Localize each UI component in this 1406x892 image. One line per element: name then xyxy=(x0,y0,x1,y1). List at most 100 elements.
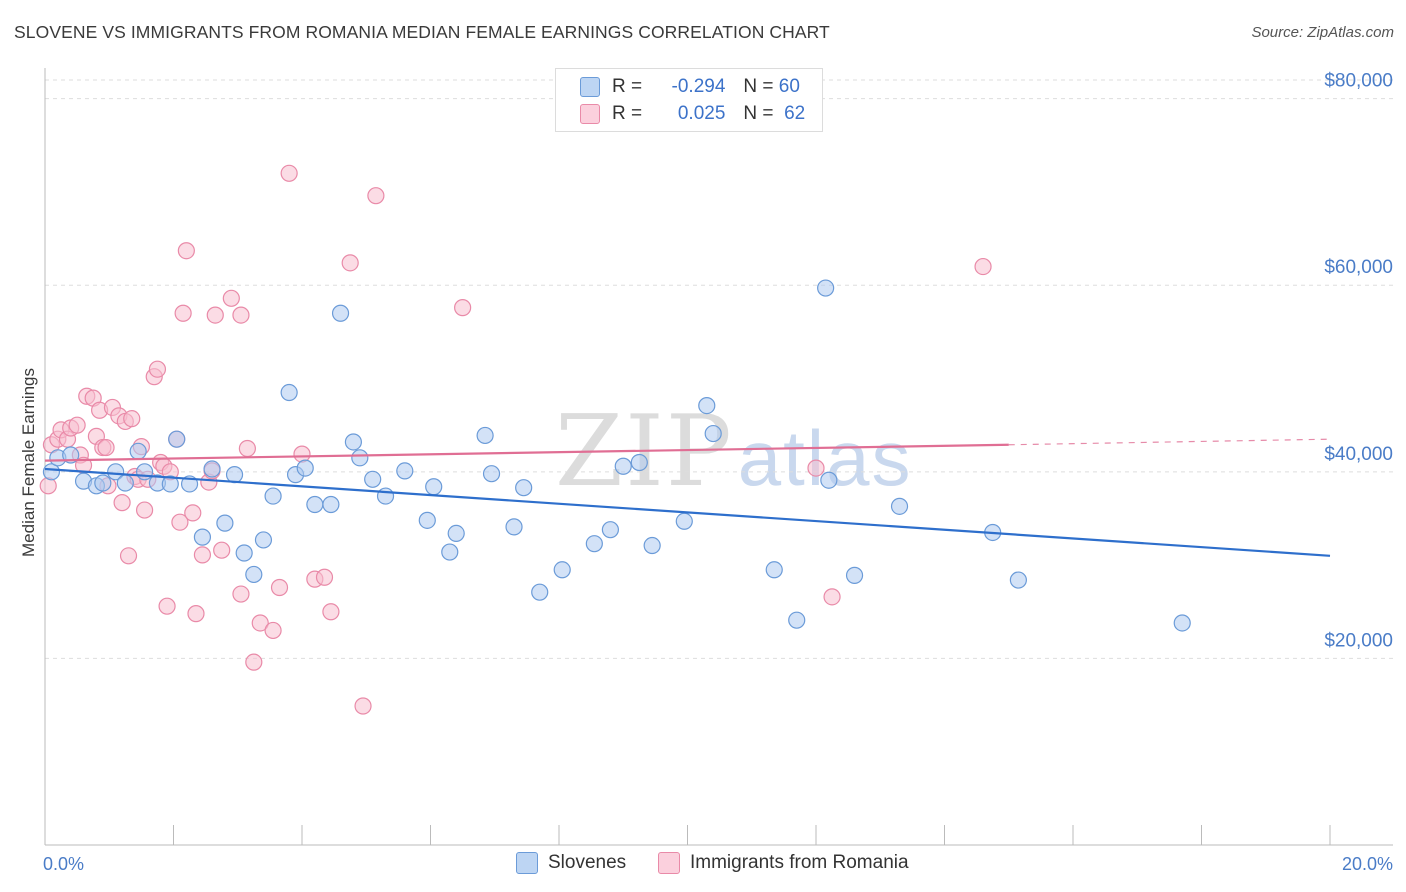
data-point-slovenes xyxy=(765,561,783,579)
legend-n-label: N = xyxy=(743,76,774,97)
data-point-slovenes xyxy=(396,462,414,480)
data-point-slovenes xyxy=(331,304,350,322)
data-point-slovenes xyxy=(553,561,571,579)
y-tick-label: $60,000 xyxy=(1324,257,1393,278)
data-point-slovenes xyxy=(1173,614,1191,632)
legend-label-slovenes: Slovenes xyxy=(548,852,627,873)
data-point-romania xyxy=(97,438,115,457)
trend-line-romania-extension xyxy=(1008,438,1331,446)
data-point-slovenes xyxy=(817,279,835,297)
data-point-slovenes xyxy=(704,424,722,443)
data-point-romania xyxy=(293,445,311,463)
data-point-slovenes xyxy=(235,544,253,562)
data-point-slovenes xyxy=(62,446,80,464)
data-point-romania xyxy=(245,653,263,671)
data-point-romania xyxy=(119,547,138,565)
data-point-romania xyxy=(158,597,176,615)
data-point-slovenes xyxy=(1009,571,1027,589)
data-point-slovenes xyxy=(476,426,494,445)
legend-swatch-romania xyxy=(658,852,680,874)
data-point-romania xyxy=(367,187,385,205)
legend-r-label: R = xyxy=(612,76,643,97)
data-point-romania xyxy=(187,605,205,623)
axis-labels: $20,000 $40,000 $60,000 $80,000 0.0% 20.0% Med… xyxy=(19,71,1393,874)
axes xyxy=(44,68,1393,846)
legend-item-slovenes[interactable]: Slovenes xyxy=(516,852,626,874)
legend-r-value: 0.025 xyxy=(677,103,726,124)
series-legend: Slovenes Immigrants from Romania xyxy=(0,852,1406,878)
data-point-slovenes xyxy=(482,465,501,483)
data-point-romania xyxy=(238,439,256,458)
data-point-romania xyxy=(807,459,825,477)
legend-swatch-slovenes xyxy=(516,852,538,874)
data-point-slovenes xyxy=(216,514,234,532)
x-tick-label: 0.0% xyxy=(43,854,84,874)
data-point-slovenes xyxy=(94,474,112,492)
data-point-romania xyxy=(135,501,154,519)
data-point-slovenes xyxy=(245,565,263,584)
legend-r-value: -0.294 xyxy=(671,76,726,97)
series-romania-points xyxy=(39,164,992,715)
data-point-slovenes xyxy=(614,457,632,475)
data-point-slovenes xyxy=(306,495,324,514)
data-point-slovenes xyxy=(531,583,549,601)
data-point-romania xyxy=(232,306,250,324)
data-point-slovenes xyxy=(322,495,340,514)
data-point-slovenes xyxy=(225,466,244,484)
data-point-slovenes xyxy=(135,463,154,481)
legend-n-value: 62 xyxy=(784,103,806,124)
data-point-romania xyxy=(177,242,195,260)
data-point-romania xyxy=(113,494,131,512)
data-point-slovenes xyxy=(168,430,186,448)
data-point-romania xyxy=(974,257,992,276)
data-point-romania xyxy=(341,254,359,272)
data-point-romania xyxy=(354,697,372,715)
data-point-slovenes xyxy=(505,518,523,536)
data-point-romania xyxy=(270,578,289,597)
y-tick-label: $20,000 xyxy=(1324,630,1393,651)
chart-source: Source: ZipAtlas.com xyxy=(1251,24,1394,41)
x-tick-label: 20.0% xyxy=(1342,854,1393,874)
data-point-slovenes xyxy=(116,474,134,492)
legend-swatch-romania xyxy=(580,104,600,124)
data-point-slovenes xyxy=(193,528,212,546)
data-point-slovenes xyxy=(845,566,864,584)
data-point-slovenes xyxy=(296,459,314,477)
data-point-romania xyxy=(222,289,240,307)
data-point-slovenes xyxy=(447,524,465,543)
data-point-slovenes xyxy=(42,463,61,481)
data-point-slovenes xyxy=(161,475,179,493)
data-point-slovenes xyxy=(129,442,147,460)
data-point-romania xyxy=(68,416,86,434)
y-axis-title: Median Female Earnings xyxy=(19,368,38,557)
data-point-slovenes xyxy=(264,487,282,505)
data-point-romania xyxy=(39,477,57,495)
data-point-slovenes xyxy=(890,497,909,515)
data-point-slovenes xyxy=(425,478,443,496)
data-point-romania xyxy=(232,585,250,603)
data-point-slovenes xyxy=(585,535,603,553)
legend-item-romania[interactable]: Immigrants from Romania xyxy=(658,852,909,874)
trend-line-slovenes xyxy=(44,467,1331,557)
legend-r-label: R = xyxy=(612,103,643,124)
data-point-romania xyxy=(193,546,212,564)
y-tick-label: $40,000 xyxy=(1324,444,1393,465)
data-point-romania xyxy=(174,304,192,322)
data-point-slovenes xyxy=(820,471,838,489)
legend-row-romania: R = 0.025 N = 62 xyxy=(580,100,805,128)
data-point-romania xyxy=(251,614,269,632)
data-point-slovenes xyxy=(254,531,273,549)
data-point-romania xyxy=(171,513,189,531)
y-tick-label: $80,000 xyxy=(1324,71,1393,92)
data-point-slovenes xyxy=(788,611,806,629)
correlation-legend: R = -0.294 N = 60 R = 0.025 N = 62 xyxy=(555,68,823,132)
trend-lines xyxy=(44,438,1331,557)
data-point-slovenes xyxy=(675,512,693,530)
data-point-romania xyxy=(123,410,141,428)
data-point-slovenes xyxy=(698,396,716,415)
data-point-romania xyxy=(148,360,167,378)
data-point-romania xyxy=(184,504,202,522)
legend-n-value: 60 xyxy=(778,76,800,97)
data-point-romania xyxy=(213,541,231,559)
